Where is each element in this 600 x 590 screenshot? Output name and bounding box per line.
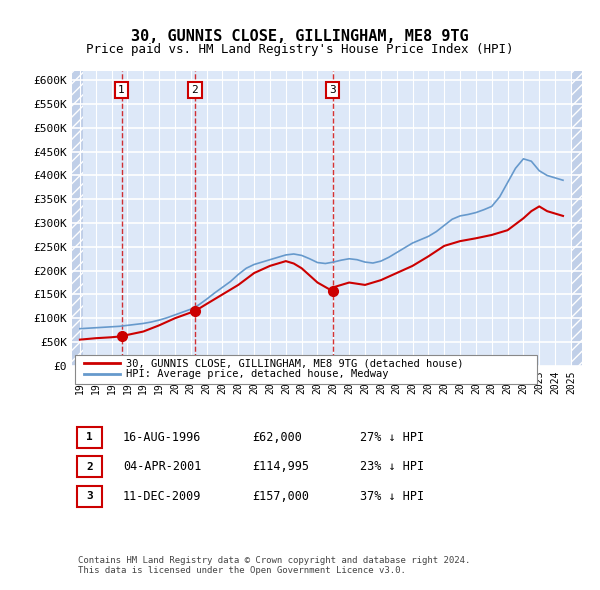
Text: 11-DEC-2009: 11-DEC-2009: [123, 490, 202, 503]
Text: 23% ↓ HPI: 23% ↓ HPI: [360, 460, 424, 473]
Text: 37% ↓ HPI: 37% ↓ HPI: [360, 490, 424, 503]
Text: £114,995: £114,995: [252, 460, 309, 473]
Text: 1: 1: [118, 85, 125, 95]
Text: HPI: Average price, detached house, Medway: HPI: Average price, detached house, Medw…: [126, 369, 389, 379]
Text: £157,000: £157,000: [252, 490, 309, 503]
Bar: [571, 71, 582, 366]
Bar: [72, 71, 83, 366]
Text: 30, GUNNIS CLOSE, GILLINGHAM, ME8 9TG (detached house): 30, GUNNIS CLOSE, GILLINGHAM, ME8 9TG (d…: [126, 359, 464, 368]
Text: Price paid vs. HM Land Registry's House Price Index (HPI): Price paid vs. HM Land Registry's House …: [86, 43, 514, 56]
Text: 30, GUNNIS CLOSE, GILLINGHAM, ME8 9TG (detached house): 30, GUNNIS CLOSE, GILLINGHAM, ME8 9TG (d…: [126, 359, 464, 368]
Text: 1: 1: [86, 432, 93, 442]
Text: £62,000: £62,000: [252, 431, 302, 444]
Text: HPI: Average price, detached house, Medway: HPI: Average price, detached house, Medw…: [126, 369, 389, 379]
Text: 16-AUG-1996: 16-AUG-1996: [123, 431, 202, 444]
Text: 3: 3: [329, 85, 336, 95]
Text: 04-APR-2001: 04-APR-2001: [123, 460, 202, 473]
Text: 30, GUNNIS CLOSE, GILLINGHAM, ME8 9TG: 30, GUNNIS CLOSE, GILLINGHAM, ME8 9TG: [131, 30, 469, 44]
Text: 2: 2: [191, 85, 198, 95]
Text: Contains HM Land Registry data © Crown copyright and database right 2024.
This d: Contains HM Land Registry data © Crown c…: [78, 556, 470, 575]
Bar: [571, 71, 582, 366]
Text: 3: 3: [86, 491, 93, 501]
Text: 2: 2: [86, 462, 93, 471]
Text: 27% ↓ HPI: 27% ↓ HPI: [360, 431, 424, 444]
Bar: [72, 71, 83, 366]
